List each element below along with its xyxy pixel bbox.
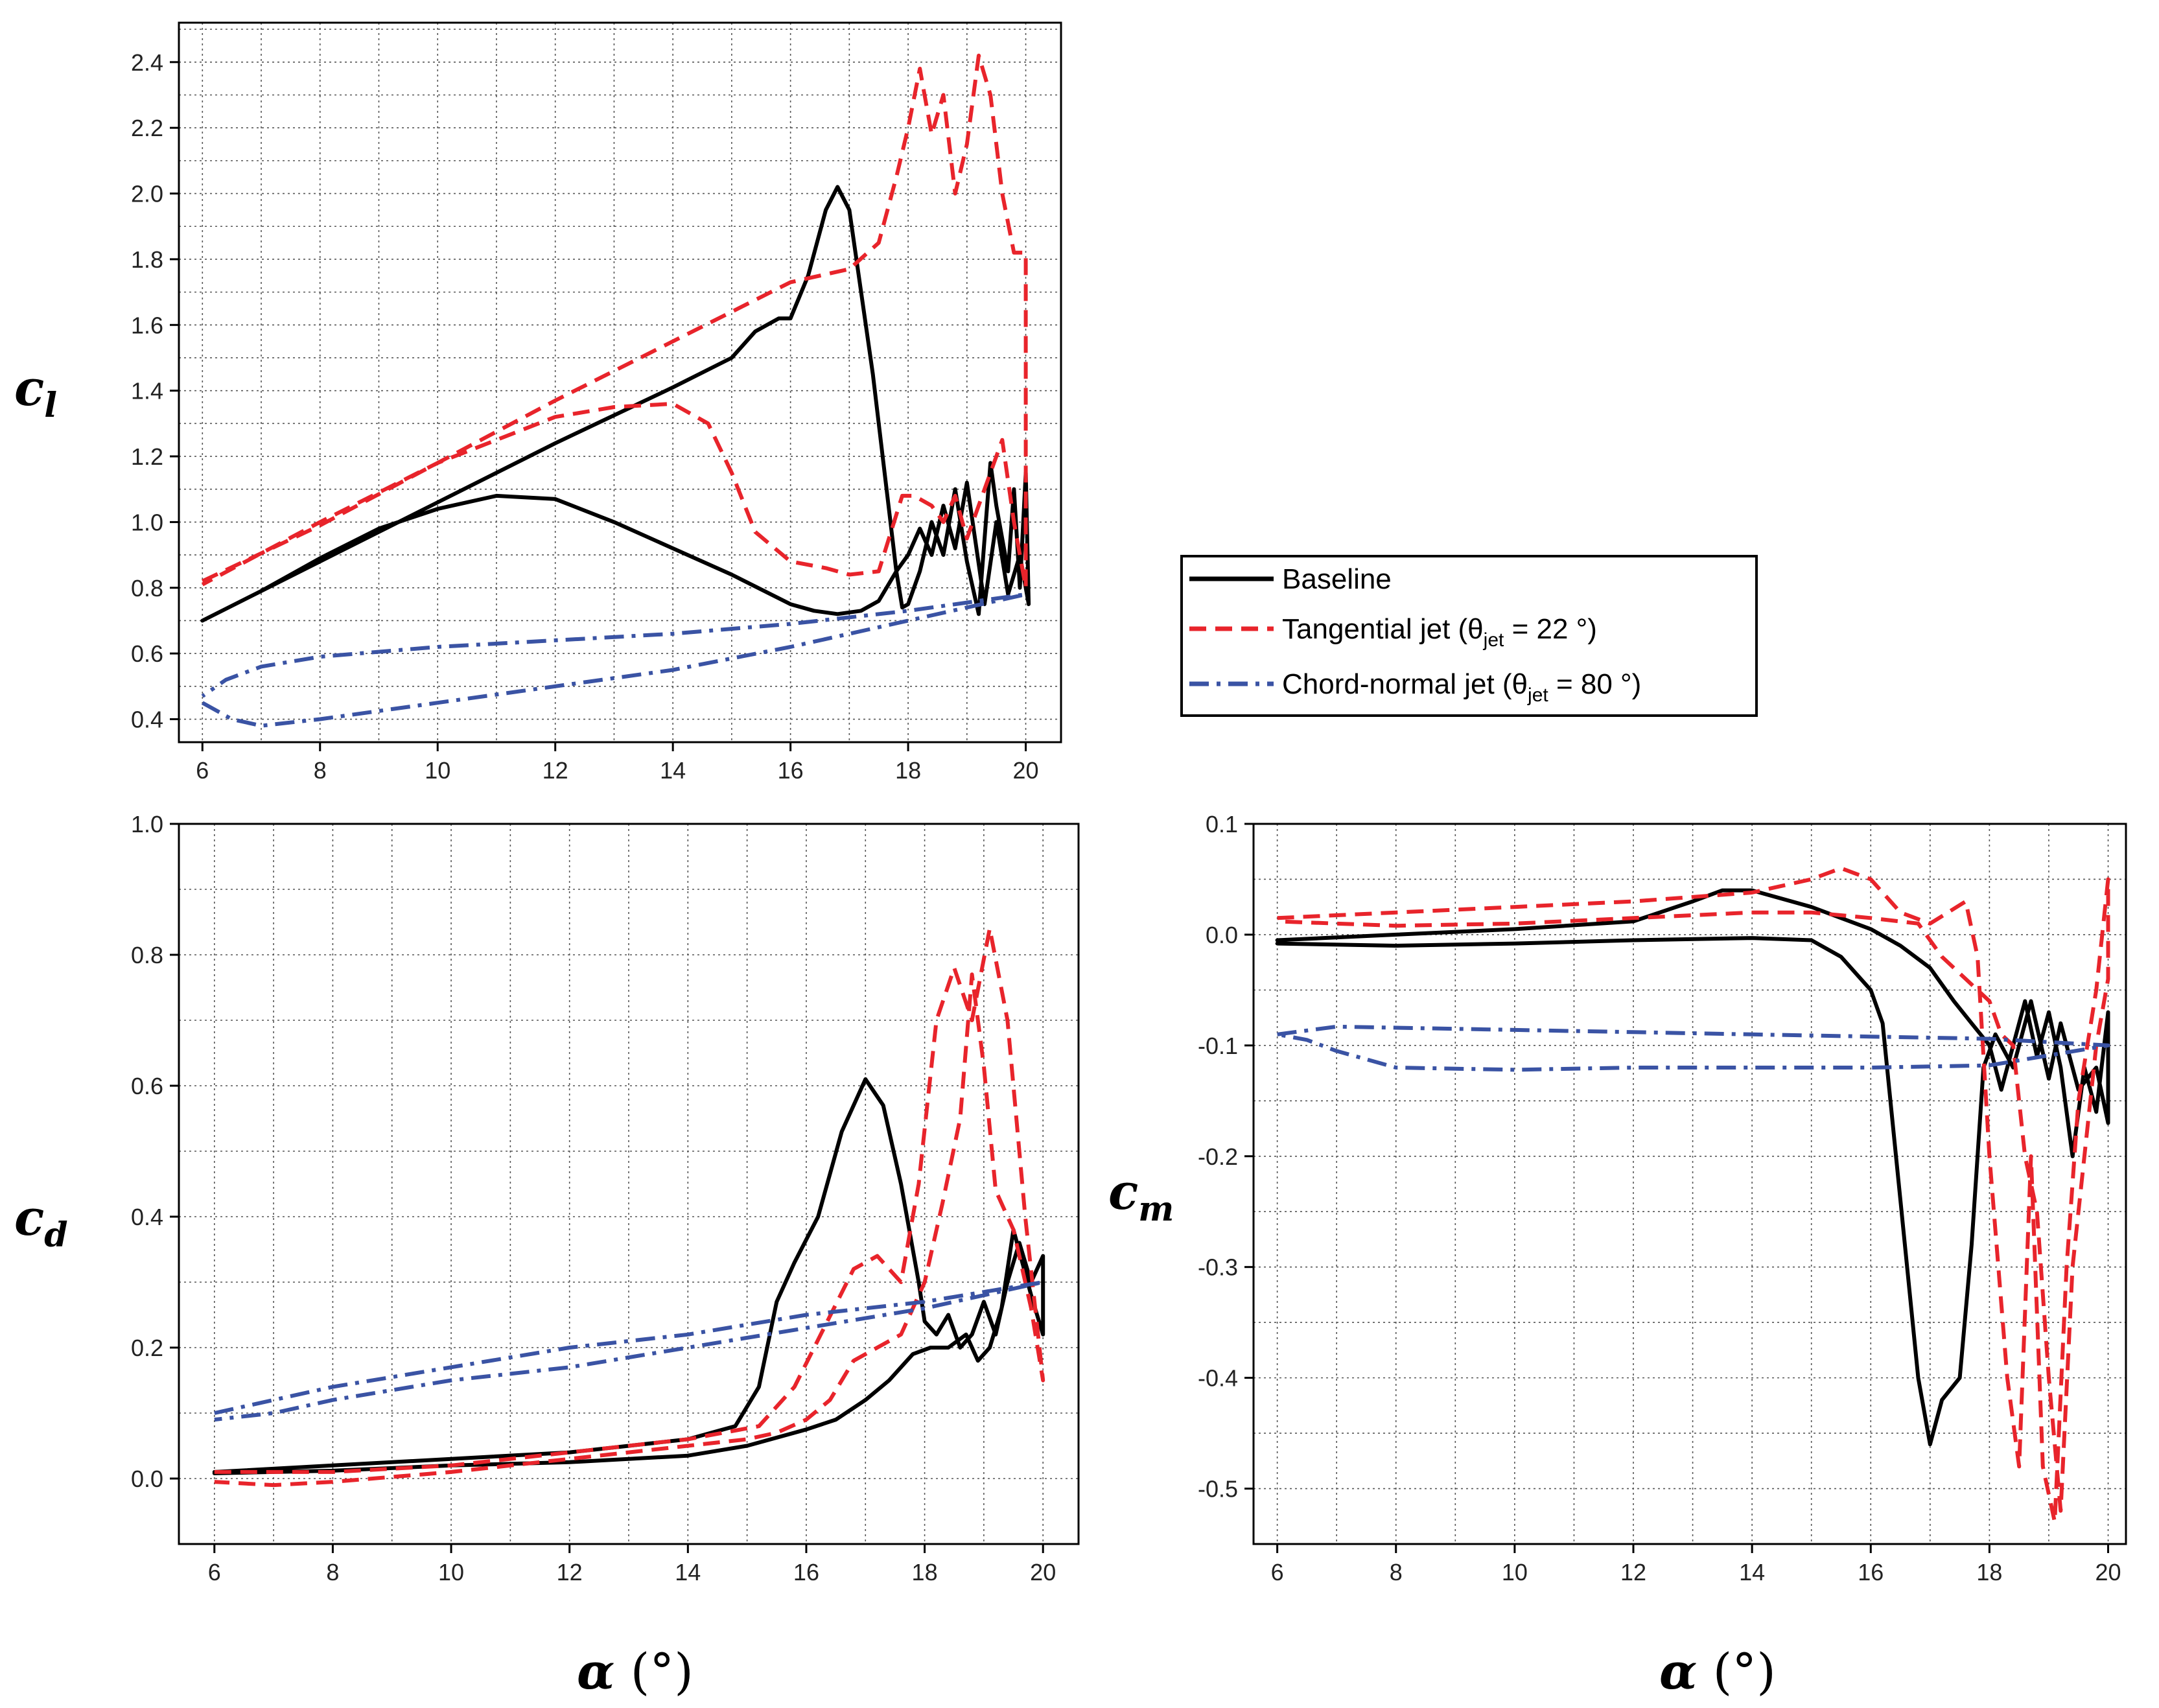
cl-xtick-label: 12	[543, 757, 568, 784]
cl-series-1	[201, 53, 1028, 590]
panel-cd: 6 8 10 12 14 16 18 20 0.0 0.2 0.4 0.6 0.8 1.0 cd α (°…	[14, 811, 1080, 1700]
cl-xtick-label: 16	[778, 757, 804, 784]
cd-xtick-label: 16	[793, 1559, 819, 1585]
legend-box	[1180, 555, 1758, 717]
cl-xtick-label: 8	[314, 757, 327, 784]
panel-cl: 6 8 10 12 14 16 18 20 0.4 0.6 0.8 1.0 1.2 1.4 1.6 1.8 2.…	[14, 21, 1062, 784]
cd-xtick-label: 20	[1030, 1559, 1056, 1585]
cl-ytick-label: 1.6	[131, 312, 163, 338]
cl-ytick-label: 1.4	[131, 378, 163, 404]
cd-xtick-label: 18	[912, 1559, 938, 1585]
cd-ytick-label: 0.0	[131, 1466, 163, 1492]
cd-xtick-label: 6	[208, 1559, 221, 1585]
cl-ylabel: cl	[14, 359, 57, 425]
cm-ytick-label: 0.1	[1206, 811, 1238, 837]
cl-ytick-label: 1.2	[131, 443, 163, 470]
cd-xtick-label: 14	[675, 1559, 701, 1585]
cd-xtick-label: 12	[557, 1559, 583, 1585]
cd-ylabel: cd	[14, 1189, 68, 1255]
cm-xtick-label: 8	[1390, 1559, 1403, 1585]
cd-ticks: 6 8 10 12 14 16 18 20 0.0 0.2 0.4 0.6 0.8 1.0	[131, 811, 1056, 1585]
cd-series	[212, 926, 1045, 1488]
cm-xtick-label: 6	[1271, 1559, 1284, 1585]
cl-plot-frame	[178, 21, 1062, 743]
cl-ytick-label: 0.6	[131, 640, 163, 667]
cd-ytick-label: 0.4	[131, 1204, 163, 1230]
cl-ytick-label: 2.2	[131, 115, 163, 141]
cl-xtick-label: 14	[660, 757, 686, 784]
cd-plot-frame	[178, 823, 1080, 1545]
cm-xlabel: α (°)	[1659, 1643, 1776, 1700]
cm-grid	[1254, 823, 2126, 1545]
cd-series-2	[214, 1280, 1045, 1422]
cm-ylabel: cm	[1108, 1163, 1174, 1229]
cd-xtick-label: 8	[326, 1559, 339, 1585]
cd-series-1	[214, 926, 1045, 1488]
cd-ytick-label: 0.6	[131, 1073, 163, 1099]
cl-ytick-label: 0.4	[131, 707, 163, 733]
cd-ytick-label: 0.2	[131, 1335, 163, 1361]
cm-ytick-label: -0.5	[1198, 1476, 1238, 1503]
legend-label-chord-normal: Chord-normal jet (θjet = 80 °)	[1282, 668, 1641, 706]
cm-xtick-label: 20	[2095, 1559, 2121, 1585]
cl-xtick-label: 18	[895, 757, 921, 784]
cl-ytick-label: 0.8	[131, 575, 163, 602]
cm-xtick-label: 18	[1976, 1559, 2002, 1585]
cl-series-0	[200, 185, 1031, 623]
cm-plot-frame	[1252, 823, 2127, 1545]
cd-grid	[179, 823, 1079, 1544]
cm-series	[1275, 866, 2110, 1524]
cl-xtick-label: 20	[1013, 757, 1039, 784]
cl-xtick-label: 6	[196, 757, 209, 784]
cl-grid	[179, 23, 1061, 742]
cd-series-0	[212, 1077, 1045, 1475]
cd-ytick-label: 0.8	[131, 942, 163, 968]
cm-xtick-label: 16	[1858, 1559, 1884, 1585]
cd-xlabel: α (°)	[577, 1643, 694, 1700]
cl-ytick-label: 1.0	[131, 509, 163, 535]
cl-ytick-label: 2.4	[131, 49, 163, 76]
cm-ytick-label: 0.0	[1206, 922, 1238, 948]
cl-xtick-label: 10	[425, 757, 450, 784]
legend-label-tangential: Tangential jet (θjet = 22 °)	[1282, 613, 1597, 651]
cl-ytick-label: 1.8	[131, 246, 163, 273]
cm-series-1	[1277, 866, 2110, 1524]
cm-series-2	[1277, 1024, 2110, 1072]
legend: Baseline Tangential jet (θjet = 22 °) Ch…	[1180, 555, 1758, 717]
cm-series-0	[1275, 888, 2110, 1447]
cm-ytick-label: -0.4	[1198, 1365, 1238, 1392]
panel-cm: 6 8 10 12 14 16 18 20 0.1 0.0 -0.1 -0.2 -0.3 -0.4 -0.5…	[1108, 811, 2127, 1700]
cm-ytick-label: -0.2	[1198, 1143, 1238, 1170]
cl-ticks: 6 8 10 12 14 16 18 20 0.4 0.6 0.8 1.0 1.2 1.4 1.6 1.8 2.…	[131, 49, 1039, 784]
cm-ticks: 6 8 10 12 14 16 18 20 0.1 0.0 -0.1 -0.2 -0.3 -0.4 -0.5	[1198, 811, 2121, 1585]
cm-xtick-label: 10	[1502, 1559, 1528, 1585]
cm-xtick-label: 12	[1620, 1559, 1646, 1585]
cl-series-2	[201, 592, 1028, 728]
cm-ytick-label: -0.3	[1198, 1254, 1238, 1281]
cm-ytick-label: -0.1	[1198, 1033, 1238, 1059]
cl-ytick-label: 2.0	[131, 181, 163, 207]
cd-xtick-label: 10	[438, 1559, 464, 1585]
cd-ytick-label: 1.0	[131, 811, 163, 837]
legend-label-baseline: Baseline	[1282, 563, 1392, 595]
cm-xtick-label: 14	[1739, 1559, 1765, 1585]
cl-series	[200, 53, 1031, 728]
